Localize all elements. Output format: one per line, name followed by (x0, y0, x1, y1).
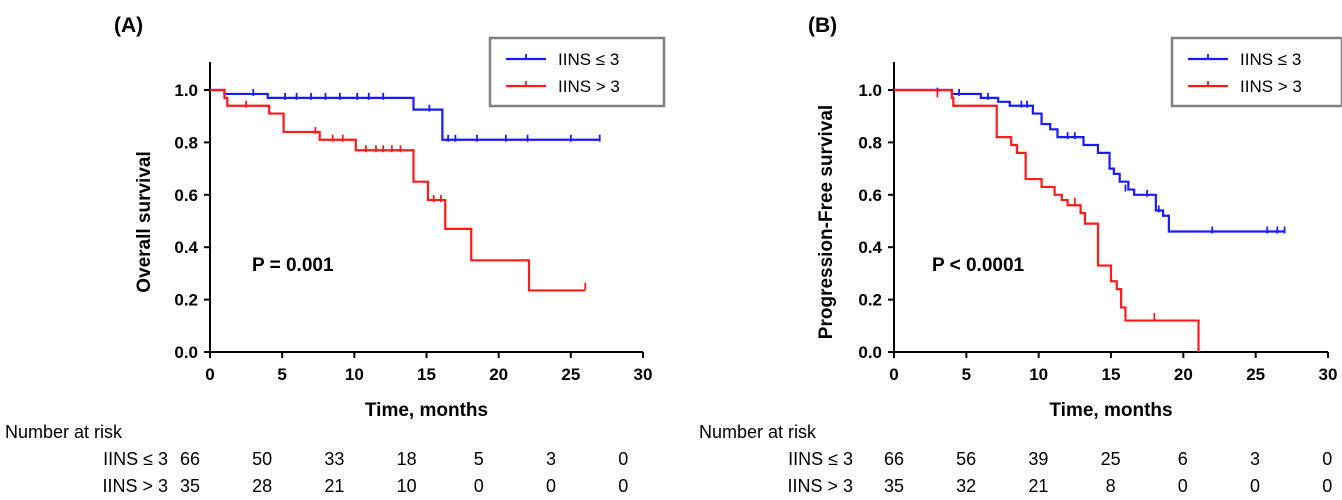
p-value-annotation: P = 0.001 (252, 255, 334, 276)
y-tick-label: 0.0 (174, 343, 198, 362)
y-axis-label: Overall survival (134, 151, 155, 293)
risk-table-title: Number at risk (699, 422, 817, 442)
x-tick-label: 20 (489, 365, 508, 384)
risk-count: 18 (397, 449, 417, 469)
risk-row-label: IINS ≤ 3 (103, 449, 168, 469)
x-tick-label: 10 (345, 365, 364, 384)
risk-count: 3 (1250, 449, 1260, 469)
risk-count: 39 (1028, 449, 1048, 469)
x-tick-label: 0 (889, 365, 898, 384)
risk-count: 56 (956, 449, 976, 469)
y-axis-label: Progression-Free survival (816, 105, 837, 339)
x-tick-label: 0 (205, 365, 214, 384)
legend-box (1170, 36, 1342, 108)
legend: IINS ≤ 3 IINS > 3 (1170, 36, 1342, 108)
risk-table-b: Number at risk IINS ≤ 3 66 56 39 25 6 3 0 IINS > … (699, 422, 1332, 496)
x-tick-label: 20 (1174, 365, 1193, 384)
x-tick-label: 25 (1246, 365, 1265, 384)
risk-table-title: Number at risk (5, 422, 123, 442)
risk-count: 35 (884, 476, 904, 496)
risk-row-label: IINS ≤ 3 (788, 449, 853, 469)
risk-count: 0 (474, 476, 484, 496)
risk-count: 66 (884, 449, 904, 469)
x-tick-label: 15 (1102, 365, 1121, 384)
legend-label: IINS ≤ 3 (558, 50, 619, 69)
risk-count: 0 (1322, 476, 1332, 496)
panel-label: (A) (114, 14, 143, 37)
risk-count: 33 (324, 449, 344, 469)
y-tick-label: 1.0 (174, 81, 198, 100)
y-tick-label: 0.4 (858, 238, 882, 257)
x-axis-label: Time, months (1049, 400, 1172, 421)
y-tick-label: 0.2 (174, 291, 198, 310)
survival-curve-iins-le-3 (894, 88, 1285, 233)
risk-count: 21 (324, 476, 344, 496)
legend-label: IINS > 3 (1240, 77, 1302, 96)
legend-label: IINS > 3 (558, 77, 620, 96)
survival-curve-iins-gt-3 (210, 88, 586, 292)
risk-row-label: IINS > 3 (787, 476, 853, 496)
risk-count: 32 (956, 476, 976, 496)
risk-count: 0 (1250, 476, 1260, 496)
x-tick-label: 10 (1029, 365, 1048, 384)
risk-count: 0 (618, 476, 628, 496)
x-tick-label: 30 (1319, 365, 1338, 384)
x-tick-label: 5 (962, 365, 971, 384)
risk-count: 5 (474, 449, 484, 469)
legend: IINS ≤ 3 IINS > 3 (488, 36, 666, 108)
y-tick-label: 0.8 (174, 133, 198, 152)
x-tick-label: 5 (277, 365, 286, 384)
risk-count: 3 (546, 449, 556, 469)
y-tick-label: 1.0 (858, 81, 882, 100)
risk-count: 6 (1178, 449, 1188, 469)
risk-count: 25 (1101, 449, 1121, 469)
p-value-annotation: P < 0.0001 (932, 255, 1025, 276)
legend-box (488, 36, 666, 108)
x-tick-label: 15 (417, 365, 436, 384)
x-axis-label: Time, months (365, 400, 488, 421)
x-tick-label: 25 (561, 365, 580, 384)
panel-label: (B) (808, 14, 837, 37)
risk-count: 35 (180, 476, 200, 496)
risk-count: 21 (1028, 476, 1048, 496)
y-tick-label: 0.2 (858, 291, 882, 310)
risk-count: 10 (397, 476, 417, 496)
panel-b: (B) 0.0 0.2 0.4 0.6 0.8 1.0 0 5 10 15 20 25 30 Time, m… (808, 14, 1342, 421)
survival-curve-iins-gt-3 (894, 88, 1200, 352)
panel-a: (A) 0.0 0.2 0.4 0.6 0.8 1.0 0 5 10 15 20 25 30 Time, m… (114, 14, 666, 421)
y-tick-label: 0.0 (858, 343, 882, 362)
y-tick-label: 0.8 (858, 133, 882, 152)
risk-count: 0 (546, 476, 556, 496)
risk-table-a: Number at risk IINS ≤ 3 66 50 33 18 5 3 0 IINS > … (5, 422, 628, 496)
y-tick-label: 0.4 (174, 238, 198, 257)
risk-count: 66 (180, 449, 200, 469)
risk-count: 8 (1106, 476, 1116, 496)
risk-count: 0 (1322, 449, 1332, 469)
risk-count: 0 (618, 449, 628, 469)
legend-label: IINS ≤ 3 (1240, 50, 1301, 69)
risk-count: 0 (1178, 476, 1188, 496)
risk-count: 50 (252, 449, 272, 469)
y-tick-label: 0.6 (174, 186, 198, 205)
y-tick-label: 0.6 (858, 186, 882, 205)
x-tick-label: 30 (634, 365, 653, 384)
risk-count: 28 (252, 476, 272, 496)
risk-row-label: IINS > 3 (102, 476, 168, 496)
